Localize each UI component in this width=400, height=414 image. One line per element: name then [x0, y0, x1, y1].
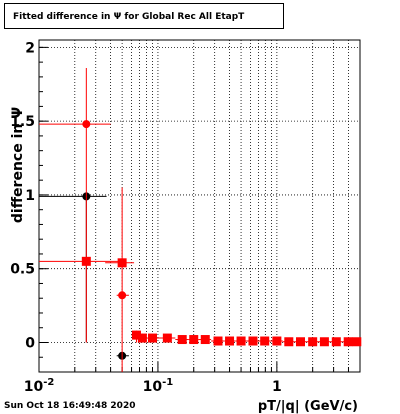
x-tick-label: 10-2	[24, 377, 55, 395]
y-axis-label: difference in Ψ	[10, 107, 26, 223]
axes: 0 0.5 1 1.5 2 10-2 10-1 1	[10, 39, 361, 395]
y-tick-label: 0	[25, 335, 35, 351]
data-point-square	[213, 336, 223, 346]
data-point-square	[189, 335, 199, 345]
data-point-square	[319, 337, 329, 347]
y-tick-label: 1.5	[10, 114, 35, 130]
data-point-square	[352, 337, 362, 347]
chart-title-box: Fitted difference in Ψ for Global Rec Al…	[4, 3, 284, 29]
y-tick-label: 1	[25, 188, 35, 204]
data-point-circle	[118, 291, 127, 300]
data-point-square	[331, 337, 341, 347]
x-axis-label: pT/|q| (GeV/c)	[258, 399, 358, 414]
data-points	[39, 68, 362, 372]
data-point-square	[117, 258, 127, 268]
x-tick-label: 1	[272, 379, 282, 395]
data-point-square	[248, 336, 258, 346]
data-point-square	[260, 336, 270, 346]
x-tick-label: 10-1	[143, 377, 174, 395]
data-point-square	[147, 333, 157, 343]
chart-title: Fitted difference in Ψ for Global Rec Al…	[13, 12, 245, 22]
data-point-circle	[82, 120, 91, 129]
data-point-square	[200, 335, 210, 345]
data-point-square	[272, 336, 282, 346]
data-point-square	[162, 333, 172, 343]
data-point-square	[343, 337, 353, 347]
data-point-square	[177, 335, 187, 345]
y-tick-label: 0.5	[10, 262, 35, 278]
grid	[39, 40, 360, 372]
footer-timestamp: Sun Oct 18 16:49:48 2020	[4, 401, 136, 411]
y-tick-label: 2	[25, 40, 35, 56]
data-point-square	[308, 337, 318, 347]
data-point-square	[295, 337, 305, 347]
data-point-square	[131, 330, 141, 340]
data-point-square	[284, 337, 294, 347]
data-point-square	[236, 336, 246, 346]
plot-frame	[38, 39, 361, 373]
data-point-square	[137, 333, 147, 343]
data-point-square	[225, 336, 235, 346]
data-point-square	[81, 256, 91, 266]
